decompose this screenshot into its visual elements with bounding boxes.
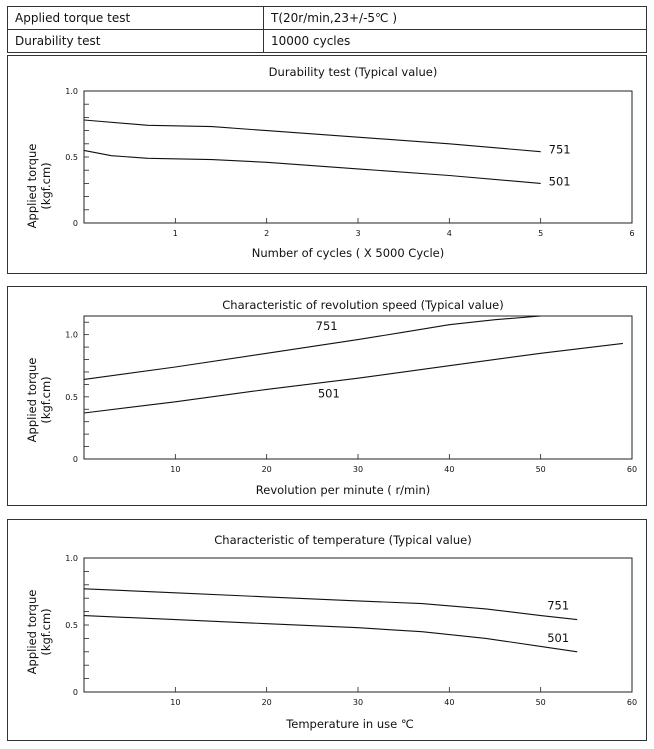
x-tick-label: 60 bbox=[627, 465, 637, 474]
x-axis-label: Number of cycles ( X 5000 Cycle) bbox=[252, 246, 444, 260]
y-tick-label: 0 bbox=[73, 455, 78, 464]
series-line-751 bbox=[83, 315, 541, 380]
x-tick-label: 5 bbox=[538, 229, 543, 238]
x-tick-label: 1 bbox=[173, 229, 178, 238]
spec-value: 10000 cycles bbox=[263, 29, 647, 53]
series-line-751 bbox=[83, 588, 578, 621]
y-tick-label: 0.5 bbox=[65, 393, 78, 402]
y-tick-label: 1.0 bbox=[65, 331, 78, 340]
x-tick-label: 30 bbox=[353, 698, 363, 707]
x-tick-label: 2 bbox=[264, 229, 269, 238]
y-axis-label-line1: Applied torque bbox=[25, 144, 39, 229]
chart-title: Characteristic of temperature (Typical v… bbox=[214, 533, 471, 547]
chart-title: Characteristic of revolution speed (Typi… bbox=[222, 298, 503, 312]
series-line-501 bbox=[83, 615, 578, 653]
revolution-chart: Characteristic of revolution speed (Typi… bbox=[25, 298, 637, 497]
y-tick-label: 1.0 bbox=[65, 554, 78, 563]
series-line-751 bbox=[83, 119, 541, 153]
x-tick-label: 50 bbox=[536, 698, 546, 707]
spec-label: Applied torque test bbox=[7, 6, 264, 30]
series-label-751: 751 bbox=[547, 599, 569, 613]
y-axis-label-line1: Applied torque bbox=[25, 590, 39, 675]
x-tick-label: 50 bbox=[536, 465, 546, 474]
y-tick-label: 1.0 bbox=[65, 87, 78, 96]
chart-title: Durability test (Typical value) bbox=[269, 65, 438, 79]
y-axis-label-line2: (kgf.cm) bbox=[39, 376, 53, 423]
x-axis-label: Temperature in use ℃ bbox=[285, 717, 414, 731]
series-label-501: 501 bbox=[549, 174, 571, 188]
x-tick-label: 40 bbox=[444, 698, 454, 707]
series-label-501: 501 bbox=[547, 631, 569, 645]
spec-row-torque: Applied torque test T(20r/min,23+/-5℃ ) bbox=[7, 6, 647, 30]
revolution-chart-panel: Characteristic of revolution speed (Typi… bbox=[7, 286, 647, 506]
y-tick-label: 0 bbox=[73, 688, 78, 697]
x-tick-label: 40 bbox=[444, 465, 454, 474]
y-axis-label-line2: (kgf.cm) bbox=[39, 608, 53, 655]
series-label-751: 751 bbox=[549, 143, 571, 157]
plot-frame bbox=[83, 557, 633, 693]
series-label-751: 751 bbox=[316, 319, 338, 333]
durability-chart-panel: Durability test (Typical value) Applied … bbox=[7, 55, 647, 274]
spec-value: T(20r/min,23+/-5℃ ) bbox=[263, 6, 647, 30]
y-tick-label: 0.5 bbox=[65, 153, 78, 162]
series-label-501: 501 bbox=[318, 386, 340, 400]
x-tick-label: 10 bbox=[170, 465, 180, 474]
x-tick-label: 20 bbox=[262, 698, 272, 707]
x-tick-label: 6 bbox=[629, 229, 634, 238]
x-tick-label: 30 bbox=[353, 465, 363, 474]
spec-row-durability: Durability test 10000 cycles bbox=[7, 29, 647, 53]
temperature-chart-panel: Characteristic of temperature (Typical v… bbox=[7, 519, 647, 741]
x-tick-label: 60 bbox=[627, 698, 637, 707]
y-tick-label: 0.5 bbox=[65, 621, 78, 630]
spec-table: Applied torque test T(20r/min,23+/-5℃ ) … bbox=[7, 6, 647, 53]
series-line-501 bbox=[83, 149, 541, 184]
x-axis-label: Revolution per minute ( r/min) bbox=[256, 483, 430, 497]
x-tick-label: 10 bbox=[170, 698, 180, 707]
y-tick-label: 0 bbox=[73, 219, 78, 228]
x-tick-label: 20 bbox=[262, 465, 272, 474]
x-tick-label: 4 bbox=[447, 229, 452, 238]
x-tick-label: 3 bbox=[355, 229, 360, 238]
spec-label: Durability test bbox=[7, 29, 264, 53]
series-line-501 bbox=[83, 342, 623, 414]
y-axis-label-line1: Applied torque bbox=[25, 358, 39, 443]
durability-chart: Durability test (Typical value) Applied … bbox=[25, 65, 635, 260]
temperature-chart: Characteristic of temperature (Typical v… bbox=[25, 533, 637, 731]
y-axis-label-line2: (kgf.cm) bbox=[39, 162, 53, 209]
plot-frame bbox=[83, 90, 633, 224]
plot-frame bbox=[83, 315, 633, 460]
